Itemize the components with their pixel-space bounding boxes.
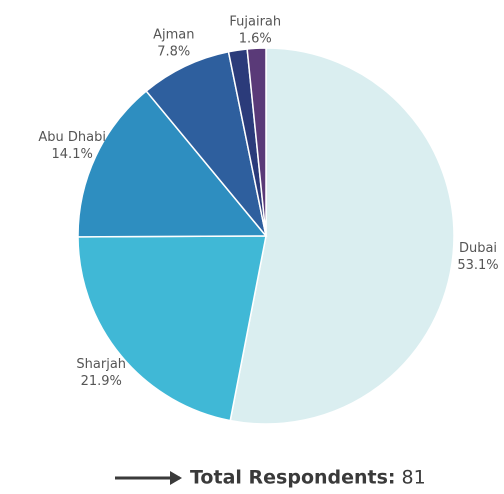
- total-label: Total Respondents:: [190, 467, 396, 489]
- pie-slice: [145, 50, 267, 237]
- pie-slice: [77, 235, 267, 422]
- slice-value: 14.1%: [52, 147, 93, 162]
- pie-slice: [229, 47, 455, 425]
- arrow-head: [170, 471, 182, 485]
- slice-label: Dubai: [459, 241, 497, 256]
- pie-slice: [77, 90, 268, 238]
- slice-value: 53.1%: [457, 258, 498, 273]
- slice-value: 21.9%: [81, 374, 122, 389]
- total-value: 81: [402, 467, 426, 489]
- pie-slice: [246, 47, 267, 237]
- slice-label: Fujairah: [229, 15, 281, 30]
- slice-value: 1.6%: [239, 32, 272, 47]
- slice-label: Ajman: [153, 27, 194, 42]
- slice-label: Sharjah: [76, 357, 126, 372]
- slice-label: Abu Dhabi: [38, 130, 106, 145]
- slice-value: 7.8%: [157, 44, 190, 59]
